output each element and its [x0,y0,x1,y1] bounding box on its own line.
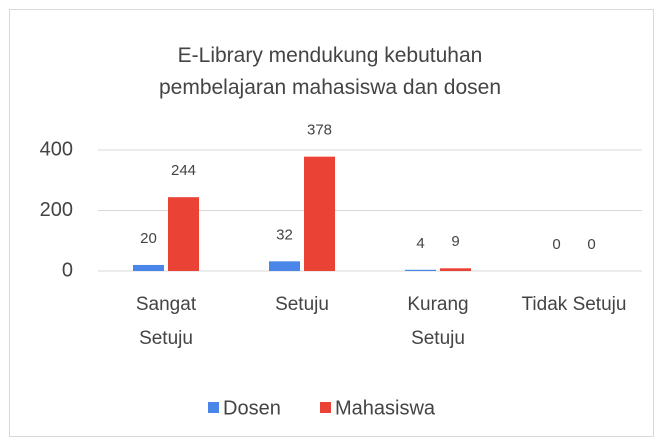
bar [304,156,335,271]
data-label: 378 [307,122,332,139]
bar [168,197,199,271]
data-label: 20 [140,230,157,247]
data-label: 9 [451,233,459,250]
y-tick-label: 0 [62,259,73,281]
data-label: 4 [416,235,424,252]
bar [405,269,436,271]
bar [133,264,164,271]
data-label: 0 [552,236,560,253]
bar [440,268,471,271]
x-tick-label: Sangat Setuju [135,294,197,349]
data-label: 32 [276,226,293,243]
data-label: 244 [171,162,196,179]
y-tick-label: 200 [40,199,73,221]
x-tick-label: Setuju [275,294,329,315]
y-tick-label: 400 [40,138,73,160]
x-tick-label: Kurang Setuju [407,294,469,349]
data-label: 0 [587,236,595,253]
x-tick-label: Tidak Setuju [521,294,627,315]
legend-swatch [208,402,219,413]
legend-swatch [320,402,331,413]
bar [269,261,300,271]
chart-frame [9,9,654,437]
legend-label: Mahasiswa [335,397,436,419]
legend-label: Dosen [223,397,281,419]
chart-title: E-Library mendukung kebutuhan pembelajar… [158,44,502,99]
